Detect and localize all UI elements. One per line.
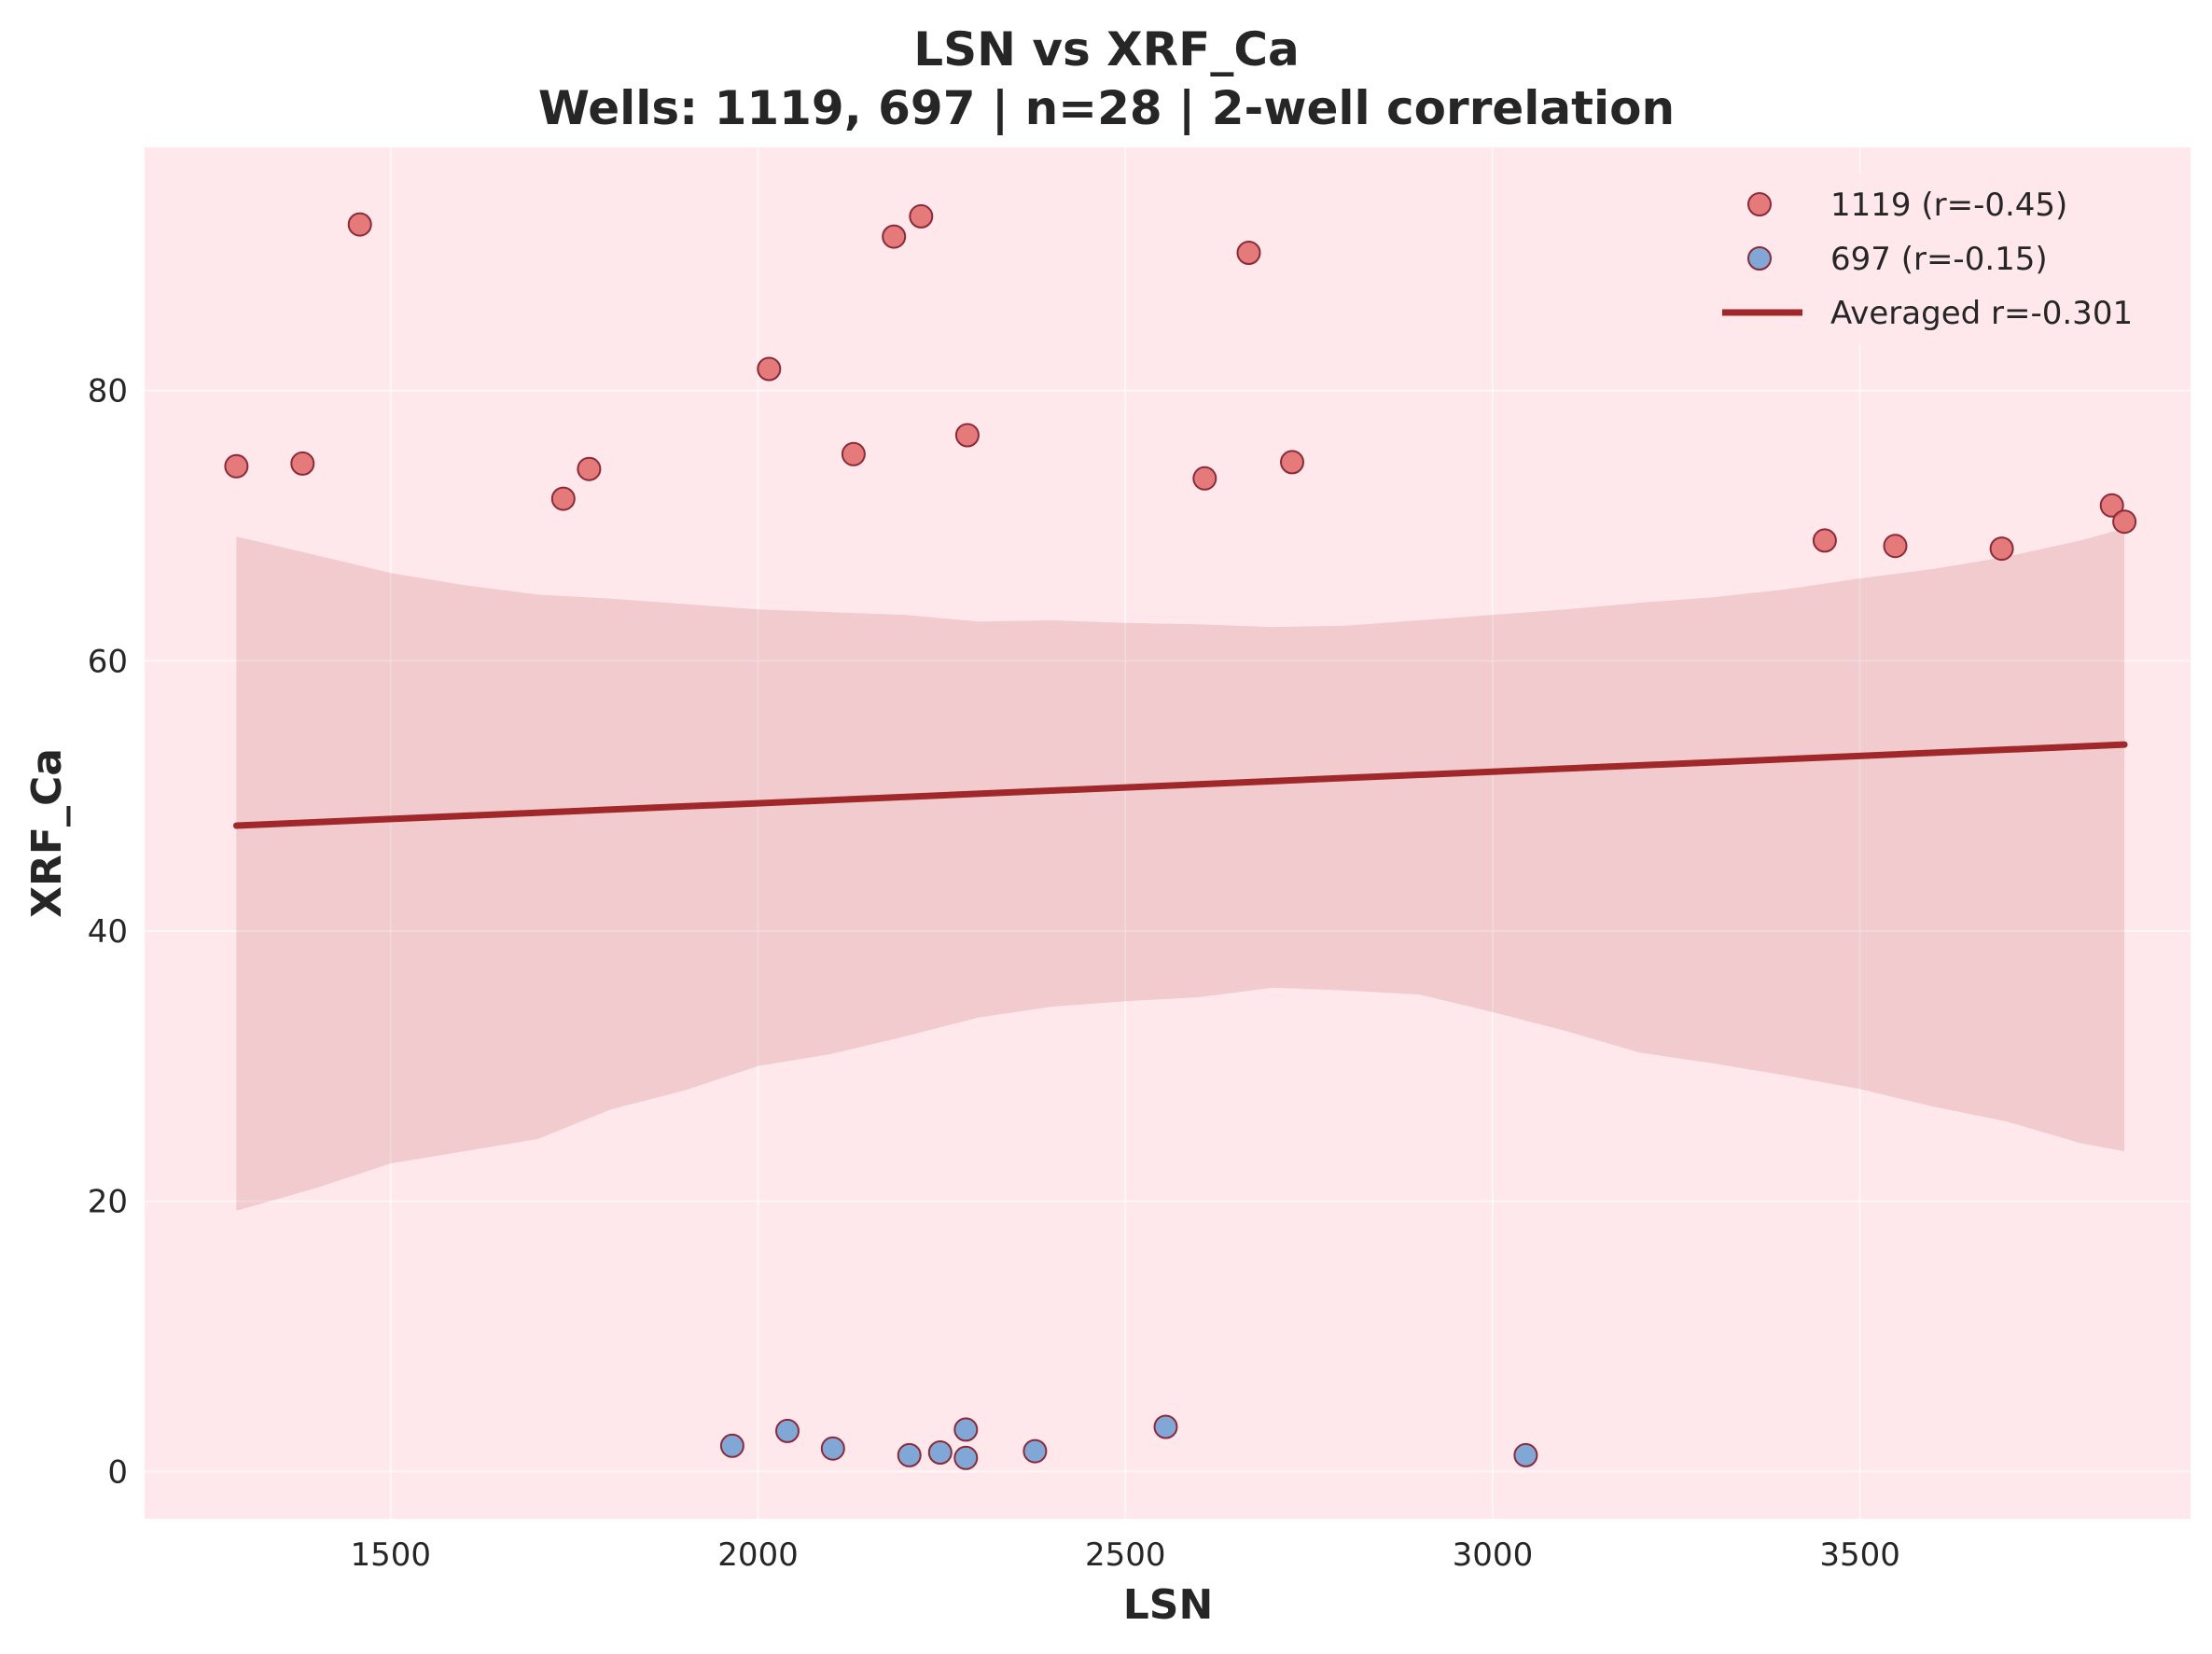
- legend: 1119 (r=-0.45) 697 (r=-0.15) Averaged r=…: [1698, 173, 2164, 345]
- y-tick-label: 80: [88, 373, 128, 410]
- x-tick-label: 2000: [717, 1536, 799, 1574]
- plot-area: [145, 147, 2191, 1519]
- y-axis-label: XRF_Ca: [23, 748, 71, 918]
- x-tick-label: 3000: [1453, 1536, 1534, 1574]
- scatter-point-well-697: [1153, 1414, 1178, 1439]
- scatter-point-well-697: [820, 1436, 845, 1461]
- scatter-point-well-697: [897, 1442, 922, 1467]
- scatter-point-well-1119: [1883, 534, 1908, 559]
- x-tick-label: 1500: [351, 1536, 432, 1574]
- scatter-point-well-697: [1513, 1442, 1538, 1467]
- legend-marker-1119: [1747, 192, 1772, 216]
- chart-subtitle: Wells: 1119, 697 | n=28 | 2-well correla…: [538, 81, 1675, 135]
- trend-line: [232, 741, 2128, 829]
- legend-label-1119: 1119 (r=-0.45): [1830, 187, 2067, 224]
- scatter-point-well-1119: [1192, 466, 1217, 491]
- scatter-point-well-1119: [909, 203, 934, 229]
- legend-marker-697: [1747, 246, 1772, 271]
- scatter-points-layer: [224, 203, 2137, 1470]
- x-tick-label: 3500: [1819, 1536, 1900, 1574]
- tick-label-layer: 1500 2000 2500 3000 3500 0 20 40 60 80: [88, 373, 1900, 1574]
- scatter-point-well-697: [927, 1440, 953, 1465]
- y-tick-label: 40: [88, 913, 128, 951]
- confidence-band-layer: [236, 528, 2125, 1211]
- scatter-point-well-697: [953, 1417, 979, 1442]
- scatter-point-well-1119: [347, 212, 372, 237]
- scatter-point-well-697: [775, 1418, 800, 1443]
- scatter-point-well-1119: [1989, 536, 2014, 562]
- x-axis-label: LSN: [1123, 1581, 1214, 1629]
- scatter-point-well-1119: [224, 453, 249, 479]
- scatter-point-well-1119: [2112, 509, 2137, 535]
- scatter-point-well-697: [719, 1433, 744, 1458]
- chart-title: LSN vs XRF_Ca: [913, 22, 1300, 76]
- scatter-point-well-1119: [577, 456, 602, 481]
- scatter-point-well-1119: [1236, 241, 1261, 265]
- scatter-point-well-697: [1023, 1439, 1048, 1464]
- legend-label-trend: Averaged r=-0.301: [1830, 295, 2133, 332]
- y-tick-label: 0: [107, 1453, 128, 1491]
- scatter-point-well-697: [953, 1445, 979, 1470]
- confidence-band: [236, 528, 2125, 1211]
- scatter-point-well-1119: [841, 441, 866, 466]
- scatter-point-well-1119: [1280, 450, 1304, 475]
- y-tick-label: 20: [88, 1184, 128, 1221]
- scatter-point-well-1119: [954, 423, 980, 448]
- scatter-point-well-1119: [550, 486, 576, 511]
- scatter-point-well-1119: [290, 451, 315, 476]
- legend-box: [1698, 173, 2164, 345]
- scatter-point-well-1119: [757, 356, 782, 382]
- y-tick-label: 60: [88, 643, 128, 680]
- scatter-point-well-1119: [882, 224, 907, 249]
- scatter-point-well-1119: [2099, 493, 2124, 518]
- legend-label-697: 697 (r=-0.15): [1830, 241, 2048, 278]
- scatter-point-well-1119: [1812, 528, 1837, 553]
- grid-layer: [145, 147, 2191, 1519]
- trend-line-layer: [232, 741, 2128, 829]
- x-tick-label: 2500: [1085, 1536, 1166, 1574]
